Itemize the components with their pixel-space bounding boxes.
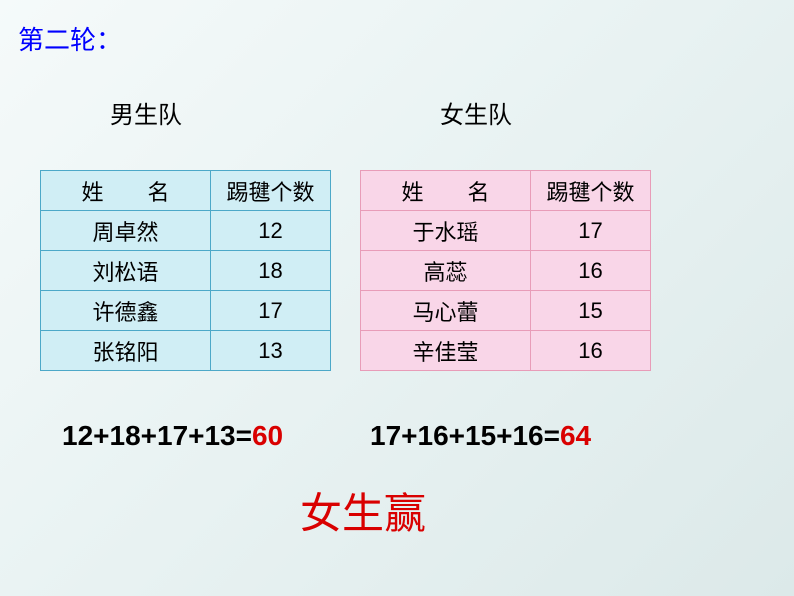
- table-header-row: 姓 名 踢毽个数: [41, 171, 331, 211]
- cell-count: 16: [531, 251, 651, 291]
- boys-equation: 12+18+17+13=60: [62, 420, 283, 452]
- cell-count: 17: [531, 211, 651, 251]
- table-row: 高蕊 16: [361, 251, 651, 291]
- cell-name: 于水瑶: [361, 211, 531, 251]
- cell-count: 13: [211, 331, 331, 371]
- cell-name: 许德鑫: [41, 291, 211, 331]
- cell-name: 张铭阳: [41, 331, 211, 371]
- table-row: 马心蕾 15: [361, 291, 651, 331]
- table-row: 刘松语 18: [41, 251, 331, 291]
- equation-result: 64: [560, 420, 591, 451]
- girls-team-label: 女生队: [440, 95, 512, 130]
- equation-result: 60: [252, 420, 283, 451]
- cell-count: 18: [211, 251, 331, 291]
- cell-name: 刘松语: [41, 251, 211, 291]
- boys-table: 姓 名 踢毽个数 周卓然 12 刘松语 18 许德鑫 17 张铭阳 13: [40, 170, 331, 371]
- table-row: 辛佳莹 16: [361, 331, 651, 371]
- winner-text: 女生赢: [300, 480, 426, 541]
- cell-name: 周卓然: [41, 211, 211, 251]
- table-row: 张铭阳 13: [41, 331, 331, 371]
- cell-count: 16: [531, 331, 651, 371]
- girls-table: 姓 名 踢毽个数 于水瑶 17 高蕊 16 马心蕾 15 辛佳莹 16: [360, 170, 651, 371]
- col-name: 姓 名: [41, 171, 211, 211]
- cell-count: 12: [211, 211, 331, 251]
- table-row: 许德鑫 17: [41, 291, 331, 331]
- equation-lhs: 12+18+17+13=: [62, 420, 252, 451]
- equation-lhs: 17+16+15+16=: [370, 420, 560, 451]
- girls-equation: 17+16+15+16=64: [370, 420, 591, 452]
- cell-name: 马心蕾: [361, 291, 531, 331]
- boys-team-label: 男生队: [110, 95, 182, 130]
- col-count: 踢毽个数: [211, 171, 331, 211]
- table-header-row: 姓 名 踢毽个数: [361, 171, 651, 211]
- cell-count: 15: [531, 291, 651, 331]
- table-row: 周卓然 12: [41, 211, 331, 251]
- table-row: 于水瑶 17: [361, 211, 651, 251]
- round-title: 第二轮：: [18, 20, 122, 57]
- col-name: 姓 名: [361, 171, 531, 211]
- cell-count: 17: [211, 291, 331, 331]
- cell-name: 高蕊: [361, 251, 531, 291]
- cell-name: 辛佳莹: [361, 331, 531, 371]
- col-count: 踢毽个数: [531, 171, 651, 211]
